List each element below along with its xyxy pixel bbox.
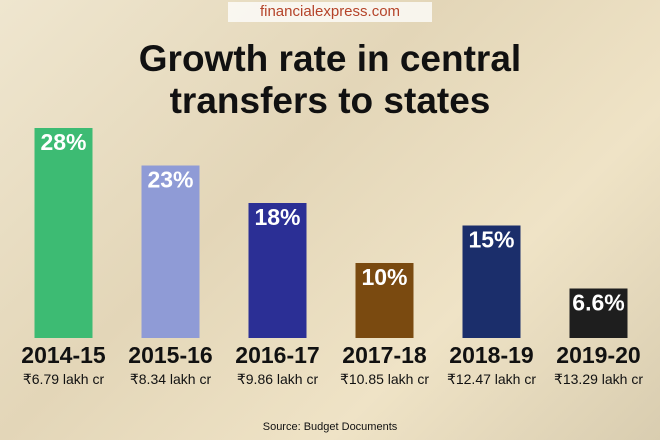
x-tick-label: 2014-15 xyxy=(21,342,106,368)
x-tick-label: 2017-18 xyxy=(342,342,427,368)
amount-label: ₹8.34 lakh cr xyxy=(130,371,212,387)
bar xyxy=(141,165,200,338)
bar xyxy=(248,203,307,338)
amount-label: ₹13.29 lakh cr xyxy=(554,371,643,387)
x-tick-label: 2018-19 xyxy=(449,342,533,368)
site-name: financialexpress.com xyxy=(228,2,432,22)
value-label: 18% xyxy=(254,204,300,230)
source: Source: Budget Documents xyxy=(263,421,398,433)
value-label: 23% xyxy=(147,167,193,193)
value-label: 15% xyxy=(468,227,514,253)
value-label: 6.6% xyxy=(572,290,624,316)
x-tick-label: 2015-16 xyxy=(128,342,212,368)
chart-title: Growth rate in central transfers to stat… xyxy=(138,38,522,121)
bar xyxy=(462,225,521,338)
amount-label: ₹6.79 lakh cr xyxy=(23,371,105,387)
bar xyxy=(355,263,414,338)
amount-label: ₹12.47 lakh cr xyxy=(447,371,536,387)
amount-label: ₹9.86 lakh cr xyxy=(237,371,319,387)
value-label: 10% xyxy=(361,264,407,290)
bar xyxy=(569,288,628,338)
bar xyxy=(34,128,93,338)
x-tick-label: 2019-20 xyxy=(556,342,640,368)
value-label: 28% xyxy=(40,129,86,155)
amount-label: ₹10.85 lakh cr xyxy=(340,371,429,387)
x-tick-label: 2016-17 xyxy=(235,342,319,368)
